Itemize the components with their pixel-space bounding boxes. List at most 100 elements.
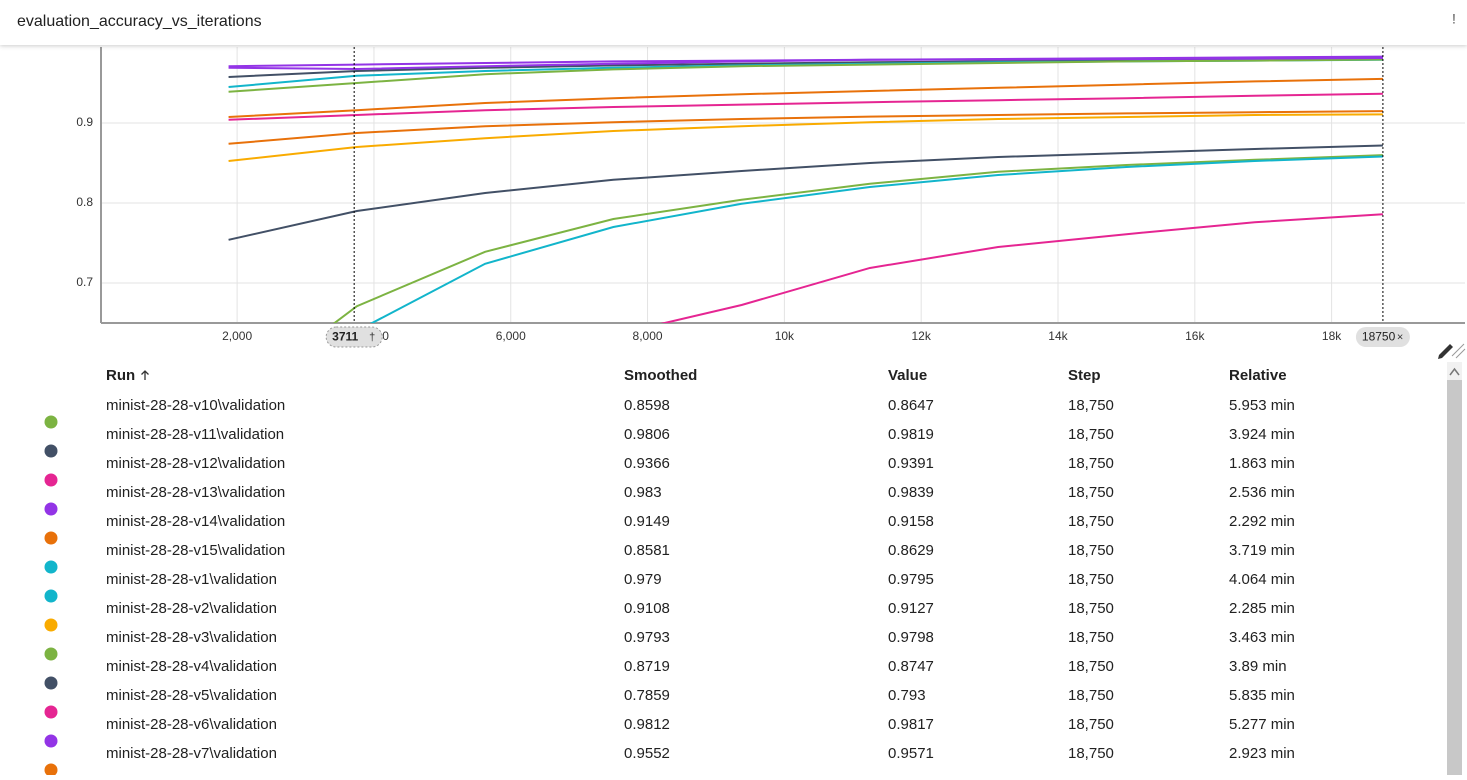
- run-color-dot: [44, 531, 58, 545]
- sort-arrow: [141, 370, 149, 380]
- table-cell: 18,750: [1068, 455, 1114, 472]
- table-cell: 0.9795: [888, 571, 934, 588]
- table-cell: 18,750: [1068, 745, 1114, 762]
- table-cell: 0.9806: [624, 426, 670, 443]
- run-color-dot: [44, 676, 58, 690]
- run-name: minist-28-28-v5\validation: [106, 687, 277, 704]
- table-cell: 18,750: [1068, 658, 1114, 675]
- table-cell: 5.953 min: [1229, 397, 1295, 414]
- column-header[interactable]: Value: [888, 367, 927, 384]
- series-line: [228, 144, 1383, 241]
- table-cell: 0.9817: [888, 716, 934, 733]
- run-name: minist-28-28-v10\validation: [106, 397, 285, 414]
- run-color-dot: [44, 415, 58, 429]
- header-bar: [0, 0, 1467, 45]
- run-color-dot: [44, 734, 58, 748]
- run-color-dot: [44, 444, 58, 458]
- column-header[interactable]: Relative: [1229, 367, 1287, 384]
- series-line: [369, 155, 1383, 323]
- table-cell: 2.285 min: [1229, 600, 1295, 617]
- run-name: minist-28-28-v1\validation: [106, 571, 277, 588]
- table-cell: 0.9108: [624, 600, 670, 617]
- badge-label: 18750: [1362, 330, 1396, 344]
- run-color-dot: [44, 618, 58, 632]
- column-header[interactable]: Run: [106, 367, 135, 384]
- table-cell: 18,750: [1068, 397, 1114, 414]
- table-cell: 0.9158: [888, 513, 934, 530]
- table-cell: 3.463 min: [1229, 629, 1295, 646]
- table-cell: 3.719 min: [1229, 542, 1295, 559]
- run-name: minist-28-28-v11\validation: [106, 426, 284, 443]
- column-header[interactable]: Step: [1068, 367, 1101, 384]
- scroll-up[interactable]: [1449, 367, 1460, 376]
- table-cell: 5.835 min: [1229, 687, 1295, 704]
- y-tick-label: 0.7: [76, 275, 93, 289]
- table-cell: 0.7859: [624, 687, 670, 704]
- table-cell: 5.277 min: [1229, 716, 1295, 733]
- run-color-dot: [44, 502, 58, 516]
- column-header[interactable]: Smoothed: [624, 367, 697, 384]
- table-cell: 0.8719: [624, 658, 670, 675]
- x-tick-label: 12k: [911, 329, 931, 343]
- scrollbar-thumb[interactable]: [1447, 380, 1462, 775]
- series-line: [228, 57, 1383, 68]
- series-line: [228, 77, 1383, 118]
- table-cell: 3.924 min: [1229, 426, 1295, 443]
- hover-cursor-badge: 18750 ×: [1355, 327, 1410, 347]
- table-cell: 3.89 min: [1229, 658, 1287, 675]
- table-cell: 18,750: [1068, 716, 1114, 733]
- x-tick-label: 14k: [1048, 329, 1068, 343]
- table-cell: 2.923 min: [1229, 745, 1295, 762]
- table-cell: 0.9391: [888, 455, 934, 472]
- edit-icon[interactable]: [1438, 343, 1466, 359]
- x-tick-label: 10k: [775, 329, 795, 343]
- run-color-dot: [44, 763, 58, 777]
- run-color-dot: [44, 647, 58, 661]
- series-line: [228, 113, 1383, 162]
- table-cell: 0.9812: [624, 716, 670, 733]
- table-cell: 18,750: [1068, 484, 1114, 501]
- table-cell: 1.863 min: [1229, 455, 1295, 472]
- table-cell: 18,750: [1068, 426, 1114, 443]
- badge-icon: †: [369, 331, 375, 343]
- run-name: minist-28-28-v7\validation: [106, 745, 277, 762]
- table-cell: 18,750: [1068, 571, 1114, 588]
- table-cell: 18,750: [1068, 542, 1114, 559]
- data-table: Run Smoothed Value Step Relative minist-28-28…: [44, 367, 1295, 777]
- run-name: minist-28-28-v15\validation: [106, 542, 285, 559]
- table-cell: 0.9127: [888, 600, 934, 617]
- run-name: minist-28-28-v14\validation: [106, 513, 285, 530]
- series-lines: [228, 55, 1383, 323]
- table-cell: 0.979: [624, 571, 662, 588]
- table-cell: 0.9366: [624, 455, 670, 472]
- badge-label: 3711: [332, 330, 358, 344]
- table-cell: 4.064 min: [1229, 571, 1295, 588]
- table-cell: 18,750: [1068, 687, 1114, 704]
- run-name: minist-28-28-v6\validation: [106, 716, 277, 733]
- badge-bg: [1355, 327, 1410, 347]
- x-tick-label: 18k: [1322, 329, 1342, 343]
- run-name: minist-28-28-v12\validation: [106, 455, 285, 472]
- x-tick-label: 8,000: [633, 329, 663, 343]
- table-cell: 0.9839: [888, 484, 934, 501]
- header-icon[interactable]: !: [1452, 11, 1456, 27]
- table-cell: 2.292 min: [1229, 513, 1295, 530]
- table-cell: 0.9819: [888, 426, 934, 443]
- table-cell: 0.8581: [624, 542, 670, 559]
- series-line: [228, 92, 1383, 121]
- y-tick-label: 0.8: [76, 195, 93, 209]
- table-cell: 0.9571: [888, 745, 934, 762]
- table-cell: 0.793: [888, 687, 926, 704]
- table-cell: 0.9793: [624, 629, 670, 646]
- run-color-dot: [44, 560, 58, 574]
- table-cell: 0.8598: [624, 397, 670, 414]
- table-cell: 0.8747: [888, 658, 934, 675]
- run-color-dot: [44, 705, 58, 719]
- table-cell: 18,750: [1068, 629, 1114, 646]
- series-line: [660, 213, 1383, 323]
- x-tick-label: 6,000: [496, 329, 526, 343]
- badge-icon: ×: [1397, 331, 1403, 343]
- run-name: minist-28-28-v13\validation: [106, 484, 285, 501]
- table-cell: 0.9552: [624, 745, 670, 762]
